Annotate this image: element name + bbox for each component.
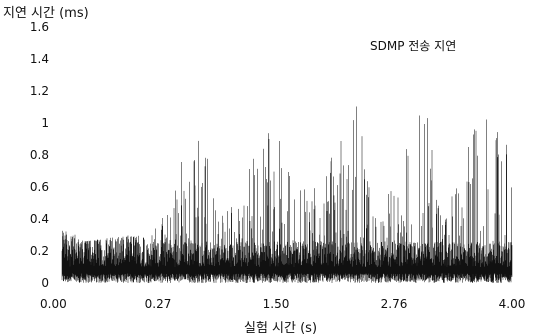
y-tick-label: 0.2 <box>30 244 49 258</box>
y-tick-label: 0.4 <box>30 212 49 226</box>
x-ticks: 0.00 0.27 1.50 2.76 4.00 <box>40 297 525 311</box>
x-axis-title: 실험 시간 (s) <box>244 321 318 336</box>
y-axis-title: 지연 시간 (ms) <box>3 6 89 21</box>
y-tick-label: 1 <box>41 116 49 130</box>
legend-series-label: SDMP 전송 지연 <box>370 39 457 53</box>
x-tick-label: 0.00 <box>40 297 67 311</box>
x-tick-label: 1.50 <box>263 297 290 311</box>
y-tick-label: 0 <box>41 276 49 290</box>
y-tick-label: 1.6 <box>30 20 49 34</box>
x-tick-label: 4.00 <box>499 297 526 311</box>
x-tick-label: 2.76 <box>381 297 408 311</box>
x-tick-label: 0.27 <box>145 297 172 311</box>
y-tick-label: 0.8 <box>30 148 49 162</box>
y-tick-label: 0.6 <box>30 180 49 194</box>
y-tick-label: 1.2 <box>30 84 49 98</box>
y-ticks: 0 0.2 0.4 0.6 0.8 1 1.2 1.4 1.6 <box>30 20 49 290</box>
y-tick-label: 1.4 <box>30 52 49 66</box>
series-line <box>61 106 513 283</box>
series-delay-trace <box>61 106 513 283</box>
